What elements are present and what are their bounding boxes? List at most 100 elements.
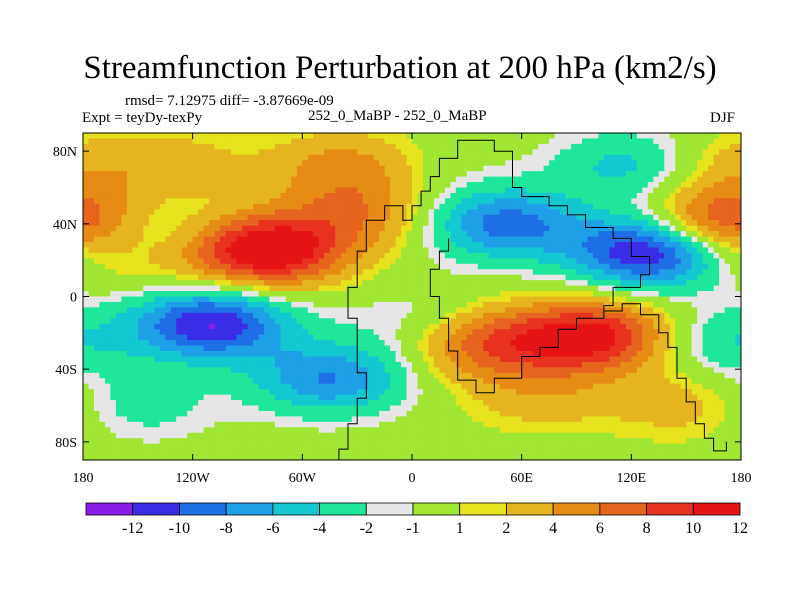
- field-cell: [647, 236, 654, 243]
- field-cell: [379, 340, 386, 347]
- field-cell: [104, 160, 112, 167]
- field-cell: [384, 291, 391, 298]
- field-cell: [351, 340, 358, 347]
- field-cell: [422, 263, 430, 270]
- field-cell: [686, 318, 693, 325]
- field-cell: [549, 312, 556, 319]
- field-cell: [209, 171, 216, 178]
- field-cell: [433, 356, 441, 363]
- field-cell: [625, 198, 632, 205]
- field-cell: [302, 258, 309, 265]
- field-cell: [269, 187, 276, 194]
- field-cell: [351, 296, 358, 303]
- field-cell: [719, 307, 726, 314]
- field-cell: [521, 143, 528, 150]
- field-cell: [483, 214, 490, 221]
- field-cell: [395, 345, 402, 352]
- field-cell: [335, 225, 342, 232]
- field-cell: [93, 160, 101, 167]
- field-cell: [296, 274, 303, 281]
- field-cell: [620, 231, 627, 238]
- field-cell: [83, 171, 90, 178]
- field-cell: [620, 258, 627, 265]
- field-cell: [647, 312, 654, 319]
- field-cell: [181, 176, 188, 183]
- field-cell: [428, 138, 435, 145]
- field-cell: [516, 334, 523, 341]
- field-cell: [176, 236, 183, 243]
- field-cell: [532, 242, 539, 249]
- field-cell: [126, 334, 133, 341]
- field-cell: [631, 143, 638, 150]
- field-cell: [99, 176, 106, 183]
- field-cell: [587, 301, 594, 308]
- field-cell: [154, 203, 161, 210]
- field-cell: [88, 198, 95, 205]
- field-cell: [576, 209, 583, 216]
- field-cell: [697, 340, 704, 347]
- field-cell: [686, 252, 693, 259]
- field-cell: [126, 203, 133, 210]
- field-cell: [417, 171, 424, 178]
- field-cell: [560, 269, 567, 276]
- field-cell: [395, 301, 402, 308]
- field-cell: [214, 242, 221, 249]
- field-cell: [302, 274, 309, 281]
- field-cell: [187, 263, 194, 270]
- field-cell: [214, 231, 221, 238]
- field-cell: [576, 231, 583, 238]
- field-cell: [324, 263, 331, 270]
- field-cell: [444, 198, 451, 205]
- field-cell: [406, 133, 413, 140]
- field-cell: [433, 340, 441, 347]
- field-cell: [220, 242, 227, 249]
- field-cell: [357, 149, 364, 156]
- field-cell: [170, 154, 177, 161]
- field-cell: [609, 274, 616, 281]
- field-cell: [697, 296, 704, 303]
- field-cell: [280, 182, 287, 189]
- field-cell: [242, 203, 249, 210]
- field-cell: [477, 236, 484, 243]
- field-cell: [642, 160, 649, 167]
- field-cell: [192, 154, 199, 161]
- field-cell: [719, 154, 726, 161]
- field-cell: [154, 280, 161, 287]
- field-cell: [647, 345, 654, 352]
- field-cell: [335, 323, 342, 330]
- field-cell: [609, 209, 616, 216]
- field-cell: [247, 133, 254, 140]
- field-cell: [351, 318, 358, 325]
- field-cell: [99, 133, 106, 140]
- field-cell: [203, 133, 210, 140]
- field-cell: [225, 258, 232, 265]
- field-cell: [126, 296, 133, 303]
- field-cell: [126, 345, 133, 352]
- field-cell: [472, 165, 479, 172]
- field-cell: [428, 198, 435, 205]
- field-cell: [527, 192, 534, 199]
- stats-text: rmsd= 7.12975 diff= -3.87669e-09: [125, 93, 334, 109]
- field-cell: [494, 269, 501, 276]
- field-cell: [538, 334, 545, 341]
- field-cell: [532, 182, 539, 189]
- field-cell: [477, 165, 484, 172]
- field-cell: [252, 307, 260, 314]
- field-cell: [302, 133, 309, 140]
- field-cell: [170, 203, 177, 210]
- field-cell: [724, 247, 731, 254]
- field-cell: [488, 258, 495, 265]
- field-cell: [242, 269, 249, 276]
- field-cell: [560, 176, 567, 183]
- field-cell: [499, 236, 506, 243]
- field-cell: [417, 143, 424, 150]
- field-cell: [433, 351, 441, 358]
- field-cell: [340, 225, 347, 232]
- field-cell: [132, 165, 139, 172]
- field-cell: [483, 345, 490, 352]
- field-cell: [231, 345, 238, 352]
- field-cell: [401, 160, 408, 167]
- field-cell: [444, 209, 451, 216]
- field-cell: [269, 160, 276, 167]
- field-cell: [521, 285, 528, 292]
